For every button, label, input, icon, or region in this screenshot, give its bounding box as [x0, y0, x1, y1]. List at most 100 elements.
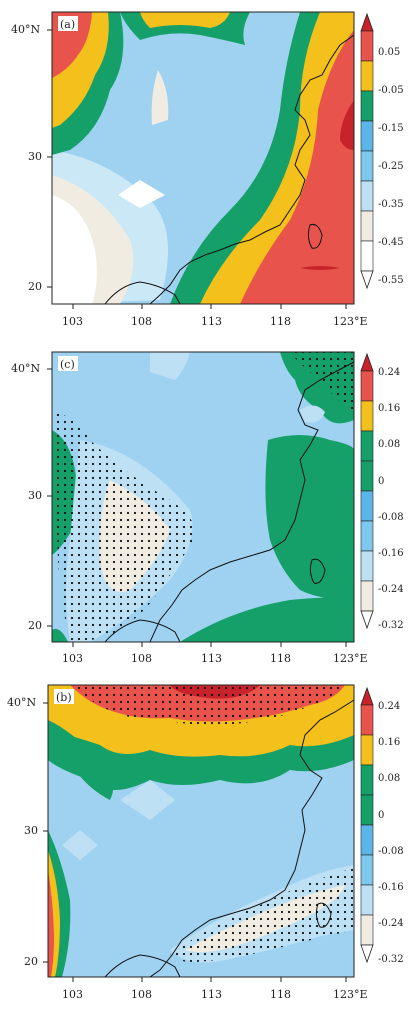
panel-a-xtick-108: 108: [131, 315, 152, 328]
colorbar-c-label: -0.24: [378, 584, 404, 595]
panel-a-label: (a): [60, 18, 75, 31]
colorbar-a-segment: [360, 120, 374, 152]
colorbar-b-label: 0.24: [378, 701, 400, 712]
panel-b-ytick-20: 20: [24, 955, 38, 968]
panel-c-xtick-123E: 123°E: [333, 652, 368, 665]
colorbar-c-label: 0.16: [378, 403, 400, 414]
colorbar-c-label: -0.08: [378, 512, 404, 523]
panel-b-xtick-113: 113: [201, 988, 222, 1001]
colorbar-b-label: -0.08: [378, 846, 404, 857]
panel-a-x-ticks: 103 108 113 118 123°E: [62, 304, 368, 328]
colorbar-a-label: -0.55: [378, 275, 404, 286]
colorbar-a-label: -0.25: [378, 161, 404, 172]
map-c-field: [52, 352, 354, 642]
colorbar-c-segment: [360, 550, 374, 582]
colorbar-a: 0.05 -0.05 -0.15 -0.25 -0.35 -0.45 -0.55: [360, 12, 404, 290]
colorbar-b-label: 0.08: [378, 773, 400, 784]
panel-c-label-bg: [58, 356, 78, 371]
panel-b-y-ticks: 40°N 30 20: [7, 696, 48, 968]
panel-c-xtick-113: 113: [201, 652, 222, 665]
colorbar-b-segment: [360, 734, 374, 766]
panel-c-xtick-103: 103: [62, 652, 83, 665]
panel-a-ytick-40: 40°N: [11, 23, 40, 36]
colorbar-c-segment: [360, 580, 374, 612]
colorbar-c-label: 0: [378, 476, 384, 487]
colorbar-c-top-arrow: [360, 352, 374, 372]
colorbar-c-label: 0.08: [378, 439, 400, 450]
colorbar-a-segment: [360, 150, 374, 182]
colorbar-a-label: -0.45: [378, 237, 404, 248]
panel-c-x-ticks: 103 108 113 118 123°E: [62, 642, 368, 665]
panel-b-xtick-108: 108: [131, 988, 152, 1001]
map-a-field: [52, 12, 354, 304]
colorbar-a-label: 0.05: [378, 47, 400, 58]
panel-b-ytick-30: 30: [24, 824, 38, 837]
panel-b-label-bg: [54, 689, 74, 704]
colorbar-b-segment: [360, 884, 374, 916]
panel-a-y-ticks: 40°N 30 20: [11, 23, 52, 293]
colorbar-b-label: -0.16: [378, 882, 404, 893]
map-a-frame: [51, 11, 355, 305]
colorbar-b-label: 0: [378, 810, 384, 821]
colorbar-b-label: -0.24: [378, 918, 404, 929]
colorbar-a-label: -0.35: [378, 199, 404, 210]
colorbar-b-bottom-arrow: [360, 944, 374, 964]
colorbar-c-segment: [360, 460, 374, 492]
panel-b-label: (b): [56, 691, 72, 704]
panel-b-xtick-103: 103: [62, 988, 83, 1001]
colorbar-c-label: -0.16: [378, 548, 404, 559]
panel-a: (a) 40°N 30 20 103 108 113 118 123°E: [11, 11, 404, 328]
panel-c-ytick-30: 30: [28, 489, 42, 502]
panel-a-xtick-103: 103: [62, 315, 83, 328]
panel-a-xtick-113: 113: [201, 315, 222, 328]
panel-c-ytick-20: 20: [28, 619, 42, 632]
colorbar-a-top-arrow: [360, 12, 374, 32]
colorbar-a-segment: [360, 180, 374, 212]
colorbar-b-segment: [360, 854, 374, 886]
panel-c-y-ticks: 40°N 30 20: [11, 362, 52, 632]
colorbar-a-segment: [360, 90, 374, 122]
colorbar-a-segment: [360, 30, 374, 62]
colorbar-b-segment: [360, 704, 374, 736]
panel-b-xtick-123E: 123°E: [333, 988, 368, 1001]
panel-a-xtick-118: 118: [270, 315, 291, 328]
colorbar-a-label: -0.15: [378, 123, 404, 134]
colorbar-a-label: -0.05: [378, 85, 404, 96]
colorbar-a-segment: [360, 240, 374, 272]
panel-b-ytick-40: 40°N: [7, 696, 36, 709]
colorbar-c-label: -0.32: [378, 620, 404, 631]
colorbar-a-segment: [360, 210, 374, 242]
panel-c-xtick-108: 108: [131, 652, 152, 665]
colorbar-b-segment: [360, 764, 374, 796]
colorbar-c-segment: [360, 400, 374, 432]
colorbar-c-label: 0.24: [378, 367, 400, 378]
panel-a-ytick-20: 20: [28, 280, 42, 293]
map-b-field: [48, 685, 354, 977]
colorbar-a-bottom-arrow: [360, 270, 374, 290]
panel-c-ytick-40: 40°N: [11, 362, 40, 375]
colorbar-c-bottom-arrow: [360, 610, 374, 630]
colorbar-b: 0.24 0.16 0.08 0 -0.08 -0.16 -0.24 -0.32: [360, 686, 404, 965]
colorbar-a-segment: [360, 60, 374, 92]
colorbar-c: 0.24 0.16 0.08 0 -0.08 -0.16 -0.24 -0.32: [360, 352, 404, 631]
map-c-frame: [51, 351, 355, 643]
panel-c: (c) 40°N 30 20 103 108 113 118 123°E: [11, 351, 404, 665]
colorbar-b-segment: [360, 794, 374, 826]
panel-b-x-ticks: 103 108 113 118 123°E: [62, 977, 368, 1001]
colorbar-b-segment: [360, 824, 374, 856]
panel-b-xtick-118: 118: [270, 988, 291, 1001]
panel-a-label-bg: [58, 16, 78, 31]
panel-a-ytick-30: 30: [28, 150, 42, 163]
panel-b: (b) 40°N 30 20 103 108 113 118 123°E: [7, 684, 404, 1001]
colorbar-b-label: -0.32: [378, 954, 404, 965]
panel-a-xtick-123E: 123°E: [333, 315, 368, 328]
colorbar-c-segment: [360, 520, 374, 552]
panel-c-xtick-118: 118: [270, 652, 291, 665]
colorbar-c-segment: [360, 430, 374, 462]
colorbar-b-top-arrow: [360, 686, 374, 706]
colorbar-c-segment: [360, 370, 374, 402]
colorbar-b-label: 0.16: [378, 737, 400, 748]
colorbar-b-segment: [360, 914, 374, 946]
colorbar-c-segment: [360, 490, 374, 522]
